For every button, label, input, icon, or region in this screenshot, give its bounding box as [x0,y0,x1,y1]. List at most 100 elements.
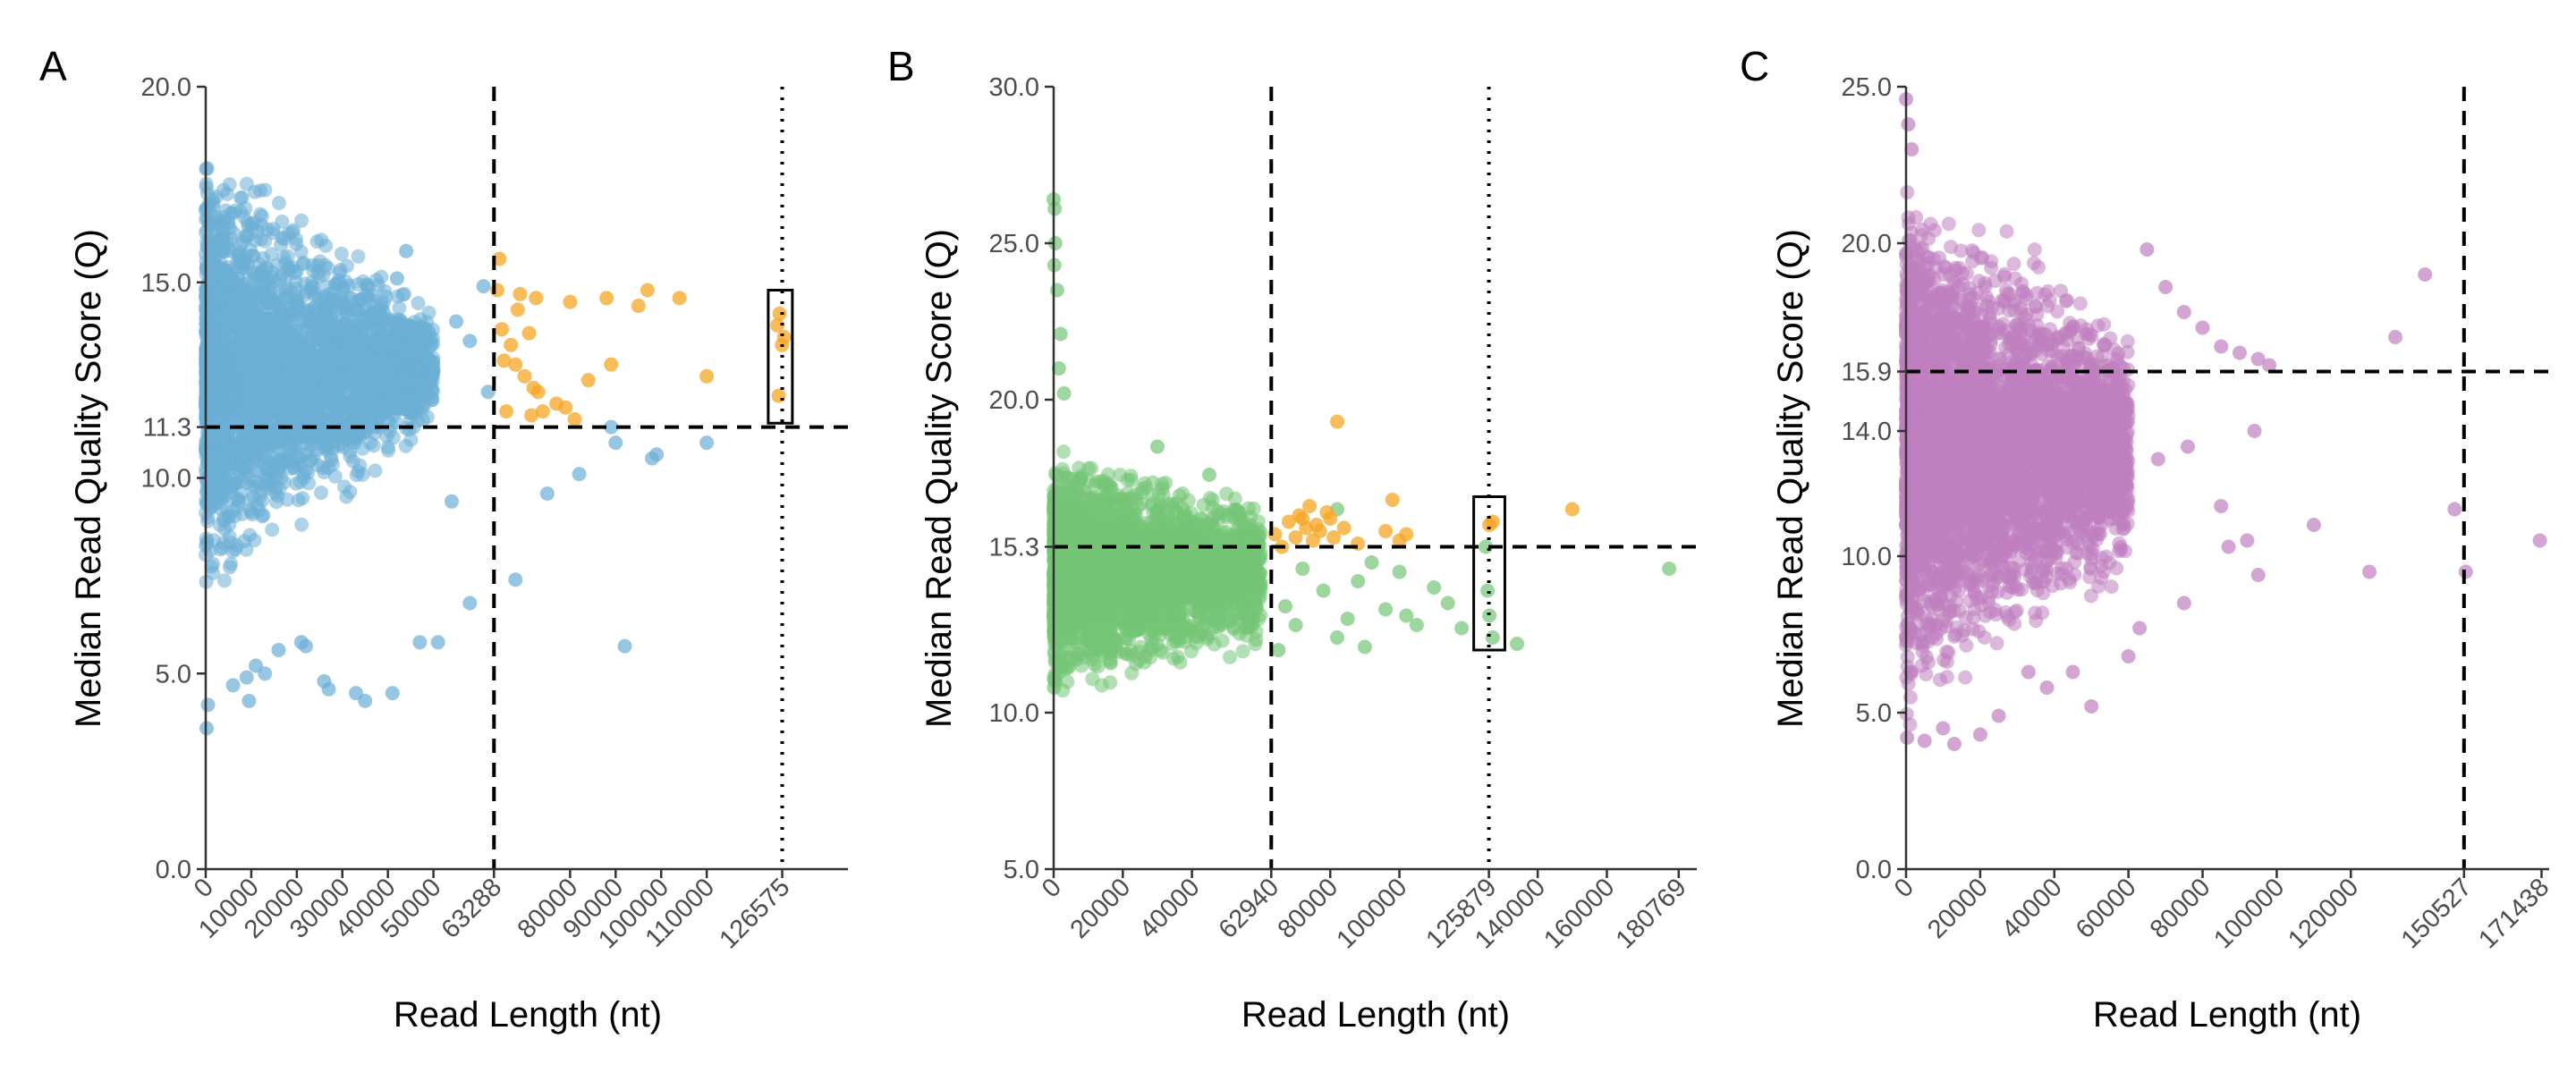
data-point [227,203,242,218]
highlighted-point [510,302,525,317]
data-point [234,190,250,205]
data-point [387,339,402,354]
data-point [360,289,375,304]
y-tick-label: 20.0 [141,73,191,102]
y-tick-label: 15.0 [141,269,191,298]
data-point [386,430,401,445]
data-point [376,383,391,398]
panel-letter-b: B [887,43,915,89]
data-point [699,435,715,451]
panel-a: A 0.05.010.011.315.020.00100002000030000… [39,43,848,1035]
highlighted-point [776,330,792,344]
highlighted-point [640,283,655,298]
data-point [225,406,240,421]
highlighted-point [563,294,578,309]
data-point [351,464,366,479]
data-point [241,218,256,233]
data-point [411,296,426,310]
data-point [202,479,217,494]
data-point [1170,649,1185,664]
data-point [220,263,235,278]
data-point [649,447,665,462]
data-point [269,457,284,472]
plot-area-a: 0.05.010.011.315.020.0010000200003000040… [141,73,848,954]
data-point [321,302,336,317]
data-point [399,243,414,258]
data-point [397,286,412,301]
data-point [301,304,316,319]
data-point [253,207,267,222]
data-point [321,681,336,697]
data-point [1223,649,1237,664]
data-point [225,678,241,693]
data-point [403,432,419,447]
data-point [334,246,349,261]
data-point [1103,675,1118,690]
highlighted-point [499,404,514,419]
data-point [228,476,243,491]
data-point [247,184,262,199]
data-point [340,310,355,325]
data-point [292,450,307,465]
data-point [361,393,377,409]
data-point [199,186,215,201]
data-point [222,560,237,575]
data-point [381,443,395,458]
highlighted-point [535,404,550,419]
highlighted-point [558,400,573,415]
y-axis-title-a: Median Read Quality Score (Q) [69,229,108,728]
data-point [319,279,335,294]
data-point [327,325,343,341]
data-point [412,350,428,365]
data-point [314,350,329,365]
data-point [314,486,328,500]
data-point [462,596,478,611]
data-point [349,407,364,422]
data-point [276,383,292,398]
data-point [1056,444,1072,460]
data-point [1215,633,1230,648]
data-point [608,435,623,451]
data-point [376,312,390,327]
y-tick-label: 11.3 [143,414,191,443]
data-point [1085,672,1100,687]
data-point [250,384,265,399]
data-point [269,258,284,273]
data-point [426,331,440,346]
data-point [231,494,246,509]
data-point [258,666,273,681]
data-point [426,384,440,399]
highlighted-point [517,368,532,384]
y-tick-label: 5.0 [156,660,191,689]
data-point [389,271,404,286]
data-point [245,249,260,263]
x-axis-title-a: Read Length (nt) [394,995,662,1035]
data-point [258,233,273,249]
data-point [402,386,417,401]
data-point [210,275,225,290]
data-point [299,396,314,410]
x-tick-label: 126575 [714,873,795,954]
data-point [280,340,295,355]
x-tick-label: 63288 [436,873,508,944]
data-point [201,378,216,393]
highlighted-point [521,325,537,341]
data-point [265,348,280,363]
data-point [425,368,440,383]
data-point [199,200,215,215]
data-point [326,441,341,456]
data-point [216,441,231,456]
data-point [392,300,407,316]
data-point [405,405,420,420]
data-point [267,332,282,347]
data-point [539,486,555,501]
highlighted-point [580,373,596,388]
highlighted-point [599,291,614,306]
data-point [358,693,373,708]
data-point [254,440,269,455]
data-point [261,364,276,379]
data-point [445,494,459,509]
data-point [207,237,222,252]
